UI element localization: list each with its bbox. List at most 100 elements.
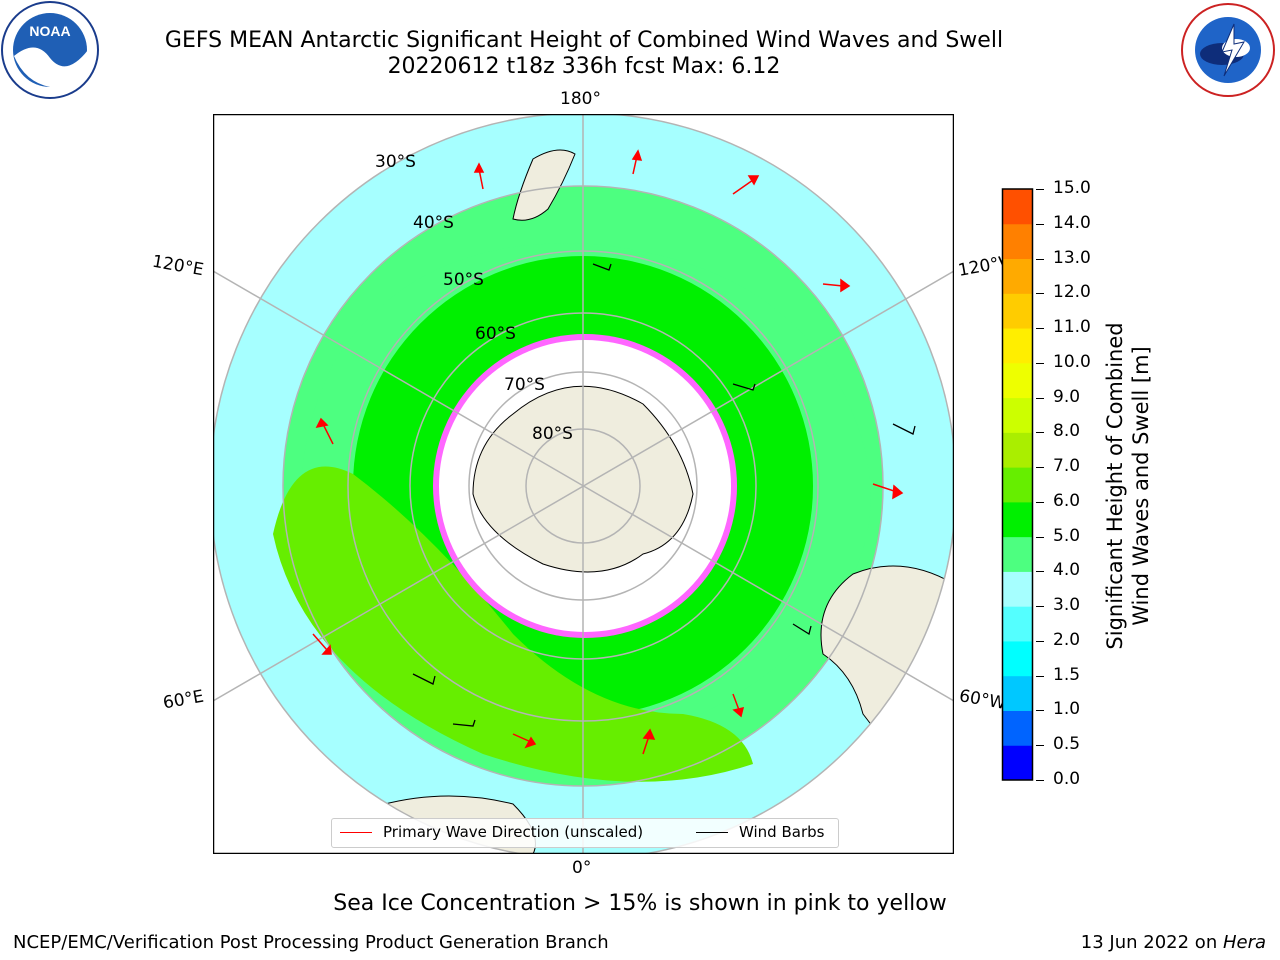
wave-arrow xyxy=(732,175,760,195)
lon-label-0: 0° xyxy=(572,858,592,878)
wave-arrow xyxy=(473,162,485,190)
colorbar-tick-mark xyxy=(1036,780,1044,781)
colorbar-tick-mark xyxy=(1036,293,1044,295)
wave-arrow xyxy=(312,633,332,655)
colorbar-segment xyxy=(1002,432,1033,468)
colorbar-tick-label: 10.0 xyxy=(1053,351,1091,372)
lon-label-120e: 120°E xyxy=(150,251,206,281)
wave-arrow xyxy=(631,149,643,175)
colorbar-tick-label: 1.0 xyxy=(1053,699,1081,720)
colorbar-tick-label: 6.0 xyxy=(1053,490,1081,511)
colorbar-tick-label: 15.0 xyxy=(1053,178,1091,198)
colorbar-tick-label: 14.0 xyxy=(1053,212,1091,233)
wave-arrow xyxy=(822,278,851,293)
wave-direction-legend-label: Primary Wave Direction (unscaled) xyxy=(383,823,644,841)
wind-barb xyxy=(892,423,916,435)
lat-label-50s: 50°S xyxy=(443,270,484,290)
map-legend: Primary Wave Direction (unscaled) Wind B… xyxy=(331,818,839,848)
map-frame-border xyxy=(213,114,954,854)
footer-date-text: 13 Jun 2022 on xyxy=(1080,932,1223,953)
colorbar-tick-label: 13.0 xyxy=(1053,247,1091,268)
wind-barb xyxy=(732,383,756,391)
colorbar-tick-mark xyxy=(1036,606,1044,608)
colorbar-tick-mark xyxy=(1036,745,1044,747)
colorbar-tick-mark xyxy=(1036,501,1044,503)
wave-direction-arrows xyxy=(312,149,904,755)
colorbar-tick-label: 4.0 xyxy=(1053,560,1081,581)
colorbar-tick-mark xyxy=(1036,640,1044,642)
colorbar-segment xyxy=(1002,536,1033,572)
wave-arrow xyxy=(732,693,745,718)
colorbar-segment xyxy=(1002,189,1033,225)
colorbar-segment xyxy=(1002,571,1033,607)
lon-label-180: 180° xyxy=(560,89,601,109)
wind-barb xyxy=(412,673,436,685)
colorbar-tick-label: 0.5 xyxy=(1053,734,1081,755)
colorbar-segment xyxy=(1002,223,1033,260)
colorbar-segment xyxy=(1002,710,1033,746)
graticule xyxy=(213,114,954,854)
colorbar-tick-label: 12.0 xyxy=(1053,282,1091,303)
colorbar-tick-mark xyxy=(1036,467,1044,469)
colorbar-tick-label: 0.0 xyxy=(1053,769,1081,789)
colorbar-label-line1: Significant Height of Combined xyxy=(1103,322,1127,650)
colorbar-tick-label: 11.0 xyxy=(1053,317,1091,338)
colorbar-segment xyxy=(1002,640,1033,677)
colorbar-tick-label: 2.0 xyxy=(1053,629,1081,650)
footer-machine: Hera xyxy=(1222,932,1266,953)
colorbar-tick-label: 7.0 xyxy=(1053,456,1081,477)
colorbar-label: Significant Height of Combined Wind Wave… xyxy=(1102,322,1154,649)
colorbar-segment xyxy=(1002,258,1033,294)
colorbar-segment xyxy=(1002,328,1033,364)
wind-barbs-legend-label: Wind Barbs xyxy=(739,823,825,841)
lat-label-40s: 40°S xyxy=(413,213,454,233)
wave-arrow xyxy=(872,483,904,500)
wave-arrow xyxy=(512,733,537,749)
lat-label-70s: 70°S xyxy=(504,375,545,395)
colorbar-tick-mark xyxy=(1036,432,1044,434)
colorbar-segment xyxy=(1002,362,1033,399)
map-subtitle: 20220612 t18z 336h fcst Max: 6.12 xyxy=(387,54,781,79)
colorbar xyxy=(1001,188,1034,781)
colorbar-tick-mark xyxy=(1036,571,1044,573)
colorbar-segment xyxy=(1002,675,1033,711)
colorbar-segment xyxy=(1002,293,1033,329)
nws-logo xyxy=(1181,3,1275,97)
colorbar-tick-mark xyxy=(1036,328,1044,330)
colorbar-segment xyxy=(1002,745,1033,781)
colorbar-segment xyxy=(1002,501,1033,538)
colorbar-tick-label: 8.0 xyxy=(1053,421,1081,442)
lat-label-80s: 80°S xyxy=(532,424,573,444)
colorbar-tick-mark xyxy=(1036,675,1044,677)
new-zealand-land xyxy=(512,149,576,221)
colorbar-label-line2: Wind Waves and Swell [m] xyxy=(1129,346,1153,626)
colorbar-tick-mark xyxy=(1036,362,1044,364)
sea-ice-note: Sea Ice Concentration > 15% is shown in … xyxy=(333,891,947,916)
wind-barbs xyxy=(412,263,916,727)
lat-label-60s: 60°S xyxy=(475,324,516,344)
colorbar-segment xyxy=(1002,397,1033,433)
colorbar-segment xyxy=(1002,467,1033,503)
lon-label-60e: 60°E xyxy=(161,686,206,714)
colorbar-tick-mark xyxy=(1036,189,1044,190)
wind-barbs-legend-line xyxy=(696,832,728,833)
colorbar-segment xyxy=(1002,606,1033,642)
colorbar-tick-mark xyxy=(1036,397,1044,399)
swh-5-6m-area xyxy=(273,466,753,782)
wind-barb xyxy=(592,263,612,271)
wave-direction-legend-line xyxy=(340,832,372,833)
wave-arrow xyxy=(315,417,334,445)
wind-barb xyxy=(792,623,812,636)
colorbar-tick-label: 9.0 xyxy=(1053,386,1081,407)
footer-credit: NCEP/EMC/Verification Post Processing Pr… xyxy=(13,932,609,953)
colorbar-tick-label: 1.5 xyxy=(1053,664,1081,685)
colorbar-tick-label: 5.0 xyxy=(1053,525,1081,546)
colorbar-tick-mark xyxy=(1036,223,1044,225)
noaa-logo: NOAA xyxy=(1,1,99,99)
wind-barb xyxy=(452,719,476,727)
colorbar-tick-mark xyxy=(1036,710,1044,712)
colorbar-tick-mark xyxy=(1036,536,1044,538)
polar-map xyxy=(213,114,954,854)
colorbar-tick-mark xyxy=(1036,258,1044,260)
footer-date: 13 Jun 2022 on Hera xyxy=(1081,932,1266,953)
